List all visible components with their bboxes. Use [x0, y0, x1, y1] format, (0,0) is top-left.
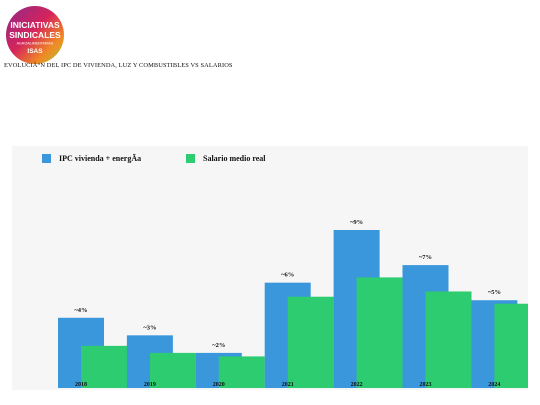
logo-line-2: SINDICALES: [9, 30, 61, 40]
legend-label-salario: Salario medio real: [203, 154, 266, 163]
data-label-ipc-2023: ~7%: [419, 254, 432, 261]
x-tick-2022: 2022: [351, 382, 363, 388]
legend-item-ipc: IPC vivienda + energÃ­a: [42, 154, 141, 163]
data-label-ipc-2019: ~3%: [143, 324, 156, 331]
legend-item-salario: Salario medio real: [186, 154, 266, 163]
page-title: EVOLUCIÃ“N DEL IPC DE VIVIENDA, LUZ Y CO…: [4, 62, 233, 69]
x-tick-2024: 2024: [488, 382, 500, 388]
data-label-ipc-2024: ~5%: [488, 289, 501, 296]
x-tick-2021: 2021: [282, 382, 294, 388]
x-tick-2018: 2018: [75, 382, 87, 388]
bar-salario-2019: [149, 352, 196, 388]
legend-label-ipc: IPC vivienda + energÃ­a: [59, 154, 142, 163]
legend-swatch-ipc: [42, 154, 51, 163]
chart-panel: IPC vivienda + energÃ­a Salario medio re…: [12, 146, 528, 390]
bar-salario-2020: [218, 356, 265, 388]
isas-logo: INICIATIVAS SINDICALES AGROALIMENTARIAS …: [4, 4, 66, 66]
legend-swatch-salario: [186, 154, 195, 163]
logo-line-1: INICIATIVAS: [10, 20, 60, 30]
data-label-ipc-2020: ~2%: [212, 342, 225, 349]
x-tick-2020: 2020: [213, 382, 225, 388]
x-tick-2023: 2023: [420, 382, 432, 388]
bar-salario-2018: [81, 345, 127, 388]
bar-chart: ~4% 2018 ~3% 2019 ~2% 2020 ~6% 2021 ~9% 2022 ~7% 20…: [58, 219, 528, 388]
x-tick-2019: 2019: [144, 382, 156, 388]
data-label-ipc-2022: ~9%: [350, 219, 363, 226]
data-label-ipc-2021: ~6%: [281, 272, 294, 279]
bar-salario-2021: [287, 296, 334, 388]
logo-line-4: ISAS: [27, 48, 43, 55]
bar-salario-2022: [356, 277, 403, 388]
data-label-ipc-2018: ~4%: [74, 307, 87, 314]
logo-line-3: AGROALIMENTARIAS: [17, 42, 54, 46]
bar-salario-2023: [425, 291, 472, 388]
bar-salario-2024: [494, 303, 528, 388]
